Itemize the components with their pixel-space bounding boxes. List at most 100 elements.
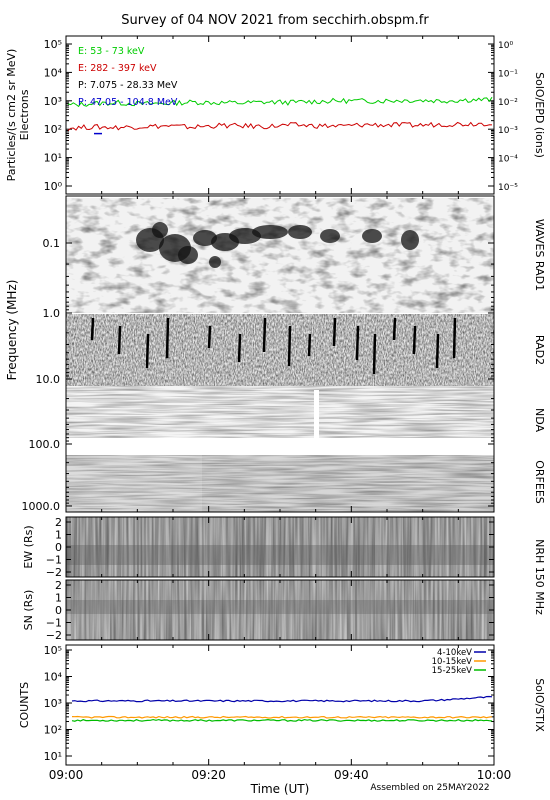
time-tick-label: 10:00 [477, 768, 512, 782]
epd-legend-e2: E: 282 - 397 keV [78, 63, 157, 74]
rad2-burst [332, 317, 337, 347]
stix-series-line [71, 715, 493, 719]
nrh-tick-label: 1 [55, 529, 62, 542]
rad2-burst [145, 333, 150, 369]
radio-panel: 0.1 1.0 10.0 100.0 1000.0 Frequency (MHz) WA… [5, 195, 546, 513]
nrh-tick-label: 0 [55, 541, 62, 554]
rad2-burst [392, 317, 397, 341]
rad2-burst [452, 317, 457, 359]
epd-right-tick-label: 10⁻² [498, 98, 518, 108]
stix-tick-label: 10³ [44, 697, 62, 710]
epd-tick-label: 10⁴ [44, 66, 63, 79]
rad2-burst [237, 333, 242, 363]
stix-panel: 10¹ 10² 10³ 10⁴ 10⁵ COUNTS SolO/STIX 4-10keV… [18, 644, 546, 766]
time-tick-label: 09:40 [334, 768, 369, 782]
stix-tick-label: 10² [44, 724, 62, 737]
epd-legend-e1: E: 53 - 73 keV [78, 46, 145, 57]
nrh-right-label: NRH 150 MHz [533, 539, 546, 615]
radio-tick-label: 1000.0 [22, 500, 61, 513]
nrh-tick-label: 2 [55, 579, 62, 592]
rad1-burst [362, 229, 382, 243]
stix-series-line [71, 695, 493, 703]
time-tick-label: 09:20 [191, 768, 226, 782]
rad2-burst [355, 325, 360, 361]
nrh-tick-label: −1 [46, 554, 62, 567]
nrh-tick-label: 1 [55, 592, 62, 605]
stix-tick-label: 10¹ [44, 750, 62, 763]
nrh-ew-ylabel: EW (Rs) [22, 525, 35, 568]
epd-right-tick-label: 10⁰ [498, 41, 513, 51]
epd-legend-p2: P: 47.05 - 104.8 MeV [78, 97, 178, 108]
nrh-tick-label: 0 [55, 604, 62, 617]
epd-legend-p1: P: 7.075 - 28.33 MeV [78, 80, 178, 91]
rad1-burst [320, 229, 340, 243]
rad2-burst [262, 317, 267, 353]
radio-tick-label: 0.1 [43, 237, 61, 250]
epd-ylabel: Particles/(s cm2 sr MeV) [5, 49, 18, 182]
rad1-burst [152, 222, 168, 238]
rad2-burst [207, 325, 212, 349]
rad2-bursts [90, 317, 457, 375]
rad2-burst [435, 333, 440, 369]
radio-freq-ticks: 0.1 1.0 10.0 100.0 1000.0 [22, 237, 494, 513]
stix-legend-2: 10-15keV [432, 657, 473, 667]
epd-right-tick-label: 10⁻⁴ [498, 155, 518, 165]
epd-tick-label: 10¹ [44, 152, 62, 165]
nrh-tick-label: −1 [46, 617, 62, 630]
epd-right-tick-label: 10⁻¹ [498, 69, 518, 79]
nrh-tick-label: −2 [46, 566, 62, 579]
radio-label-rad2: RAD2 [533, 335, 546, 365]
rad2-burst [117, 325, 122, 355]
stix-tick-label: 10⁴ [44, 671, 63, 684]
nrh-tick-label: −2 [46, 629, 62, 642]
radio-label-orfees: ORFEES [533, 460, 546, 504]
nrh-ew-ticks: 210−1−2 [46, 516, 494, 579]
rad2-burst [165, 317, 170, 359]
rad2-burst [412, 325, 417, 355]
epd-tick-label: 10² [44, 123, 62, 136]
epd-tick-label: 10⁵ [44, 38, 62, 51]
rad1-burst [209, 256, 221, 268]
epd-tick-label: 10⁰ [44, 180, 63, 193]
rad2-burst [307, 333, 312, 357]
nrh-sn-ticks: 210−1−2 [46, 579, 494, 642]
rad1-burst [178, 246, 198, 264]
time-axis: 09:00 09:20 09:40 10:00 [49, 36, 512, 782]
stix-legend-3: 15-25keV [432, 666, 473, 676]
stix-tick-label: 10⁵ [44, 644, 62, 657]
epd-right-ticks: 10⁻⁵ 10⁻⁴ 10⁻³ 10⁻² 10⁻¹ 10⁰ [498, 41, 518, 193]
epd-left-ticks: 10⁰ 10¹ 10² 10³ 10⁴ 10⁵ [44, 38, 494, 193]
nrh-tick-label: 2 [55, 516, 62, 529]
stix-ticks: 10¹ 10² 10³ 10⁴ 10⁵ [44, 644, 494, 763]
radio-tick-label: 10.0 [36, 373, 61, 386]
epd-right-tick-label: 10⁻³ [498, 126, 518, 136]
nrh-ew-panel: 210−1−2 EW (Rs) NRH 150 MHz [22, 516, 546, 615]
rad2-burst [372, 333, 377, 375]
rad2-burst [287, 325, 292, 367]
radio-tick-label: 1.0 [43, 307, 61, 320]
epd-series-line [67, 121, 493, 131]
time-tick-label: 09:00 [49, 768, 84, 782]
nrh-sn-panel: 210−1−2 SN (Rs) [22, 579, 495, 642]
radio-ylabel: Frequency (MHz) [5, 280, 19, 381]
epd-tick-label: 10³ [44, 95, 62, 108]
rad2-burst [90, 317, 95, 341]
epd-right-label: SolO/EPD (ions) [533, 72, 546, 158]
stix-series-line [71, 718, 493, 722]
stix-ylabel: COUNTS [18, 682, 31, 728]
radio-label-nda: NDA [533, 408, 546, 433]
radio-label-rad1: WAVES RAD1 [533, 219, 546, 291]
epd-series-line [67, 96, 493, 108]
radio-tick-label: 100.0 [29, 438, 61, 451]
time-axis-title: Time (UT) [250, 782, 310, 796]
stix-right-label: SolO/STIX [533, 678, 546, 732]
stix-series [71, 695, 493, 722]
assembled-note: Assembled on 25MAY2022 [370, 783, 489, 793]
epd-ylabel-electrons: Electrons [18, 89, 31, 140]
rad1-burst [288, 225, 312, 239]
stix-legend-1: 4-10keV [437, 648, 472, 658]
nrh-sn-ylabel: SN (Rs) [22, 590, 35, 631]
figure-title: Survey of 04 NOV 2021 from secchirh.obsp… [121, 13, 429, 28]
epd-right-tick-label: 10⁻⁵ [498, 183, 518, 193]
